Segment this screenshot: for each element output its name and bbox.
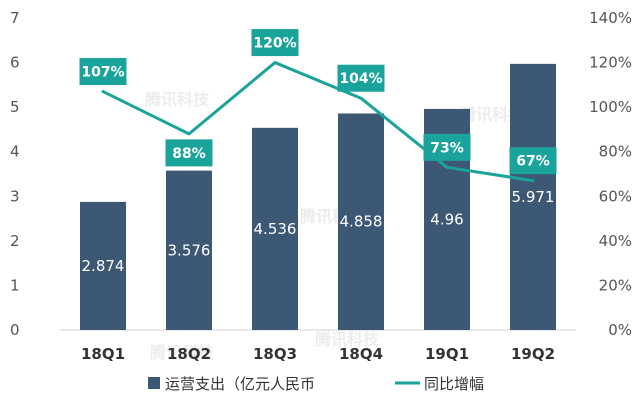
legend-label-line: 同比增幅 bbox=[424, 375, 484, 393]
bar-value-label: 2.874 bbox=[82, 257, 125, 275]
bar bbox=[252, 127, 298, 330]
growth-value-label: 73% bbox=[423, 133, 471, 161]
category-label: 19Q1 bbox=[425, 345, 469, 363]
category-labels: 18Q1 18Q2 18Q3 18Q4 19Q1 19Q2 bbox=[81, 345, 555, 363]
watermark-text: 腾讯科技 bbox=[460, 105, 525, 124]
legend-label-bar: 运营支出（亿元人民币 bbox=[165, 375, 315, 393]
growth-value-label: 107% bbox=[79, 58, 127, 86]
growth-label-text: 73% bbox=[430, 140, 464, 156]
bar-value-label: 5.971 bbox=[512, 188, 555, 206]
right-axis-tick: 120% bbox=[589, 54, 632, 72]
bar-value-label: 4.96 bbox=[430, 210, 463, 228]
left-axis: 0 1 2 3 4 5 6 7 bbox=[10, 9, 20, 339]
right-axis-tick: 80% bbox=[599, 143, 632, 161]
bar bbox=[510, 63, 556, 330]
growth-line bbox=[101, 61, 535, 183]
legend: 运营支出（亿元人民币 同比增幅 bbox=[148, 375, 484, 393]
category-label: 18Q4 bbox=[339, 345, 383, 363]
right-axis-tick: 0% bbox=[608, 321, 632, 339]
bars bbox=[80, 63, 556, 330]
right-axis-tick: 60% bbox=[599, 187, 632, 205]
bar-value-label: 3.576 bbox=[168, 241, 211, 259]
bar bbox=[166, 170, 212, 330]
watermark-text: 腾讯科技 bbox=[150, 343, 215, 362]
left-axis-tick: 4 bbox=[10, 143, 20, 161]
left-axis-tick: 7 bbox=[10, 9, 20, 27]
bar-value-labels: 2.874 3.576 4.536 4.858 4.96 5.971 bbox=[82, 188, 555, 275]
category-label: 19Q2 bbox=[511, 345, 555, 363]
growth-label-text: 120% bbox=[253, 36, 296, 52]
legend-swatch-bar bbox=[148, 377, 160, 389]
right-axis: 0% 20% 40% 60% 80% 100% 120% 140% bbox=[589, 9, 632, 339]
growth-value-label: 67% bbox=[509, 147, 557, 175]
growth-label-box bbox=[79, 58, 127, 86]
right-axis-tick: 100% bbox=[589, 98, 632, 116]
left-axis-tick: 0 bbox=[10, 321, 20, 339]
growth-value-label: 88% bbox=[165, 139, 213, 167]
growth-value-label: 104% bbox=[337, 64, 385, 92]
category-label: 18Q3 bbox=[253, 345, 297, 363]
growth-label-text: 104% bbox=[339, 71, 382, 87]
growth-label-text: 88% bbox=[172, 146, 206, 162]
growth-label-text: 67% bbox=[516, 154, 550, 170]
right-axis-tick: 20% bbox=[599, 276, 632, 294]
bar bbox=[338, 113, 384, 330]
growth-label-box bbox=[509, 147, 557, 175]
bar-value-label: 4.858 bbox=[340, 213, 383, 231]
growth-label-box bbox=[337, 64, 385, 92]
left-axis-tick: 1 bbox=[10, 276, 20, 294]
left-axis-tick: 5 bbox=[10, 98, 20, 116]
watermark-text: 腾讯科技 bbox=[145, 90, 210, 109]
growth-value-label: 120% bbox=[251, 29, 299, 57]
right-axis-tick: 140% bbox=[589, 9, 632, 27]
growth-label-text: 107% bbox=[81, 65, 124, 81]
bar bbox=[80, 201, 126, 330]
left-axis-tick: 3 bbox=[10, 187, 20, 205]
watermark-text: 腾讯科技 bbox=[315, 330, 380, 349]
growth-label-box bbox=[165, 139, 213, 167]
growth-label-box bbox=[423, 133, 471, 161]
left-axis-tick: 2 bbox=[10, 232, 20, 250]
category-label: 18Q2 bbox=[167, 345, 211, 363]
left-axis-tick: 6 bbox=[10, 54, 20, 72]
category-label: 18Q1 bbox=[81, 345, 125, 363]
growth-line-layer: 107% 88% 120% 104% 73% 67% bbox=[79, 29, 557, 183]
right-axis-tick: 40% bbox=[599, 232, 632, 250]
growth-label-box bbox=[251, 29, 299, 57]
bar-value-label: 4.536 bbox=[254, 220, 297, 238]
